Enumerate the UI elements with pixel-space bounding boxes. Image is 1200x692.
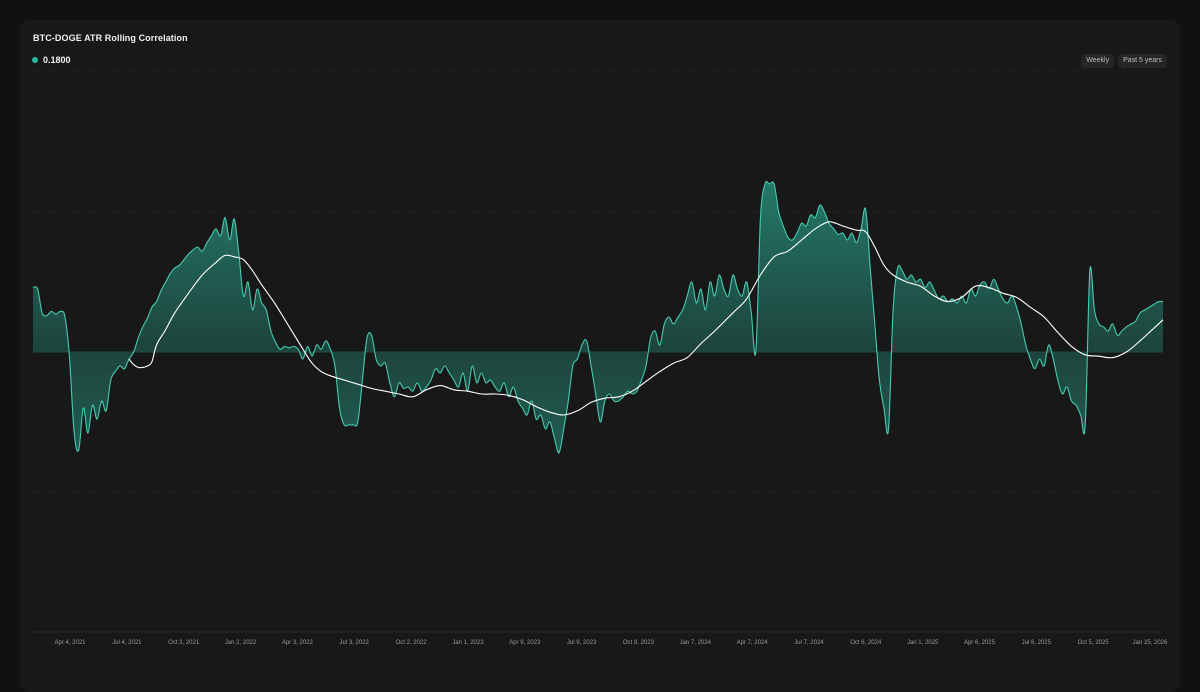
- x-tick-label: Jan 1, 2025: [907, 640, 939, 646]
- x-tick-label: Oct 6, 2024: [850, 640, 882, 646]
- x-axis: Apr 4, 2021 Jul 4, 2021 Oct 3, 2021 Jan 2, …: [54, 640, 1168, 646]
- x-tick-label: Apr 6, 2025: [964, 640, 996, 646]
- x-tick-label: Jan 1, 2023: [452, 640, 484, 646]
- moving-average-line: [128, 221, 1164, 416]
- x-tick-label: Apr 4, 2021: [54, 640, 86, 646]
- legend-dot-icon: [32, 57, 38, 63]
- frequency-button[interactable]: Weekly: [1081, 54, 1115, 68]
- x-tick-label: Apr 7, 2024: [737, 640, 769, 646]
- x-tick-label: Oct 8, 2023: [623, 640, 655, 646]
- chart-title: BTC-DOGE ATR Rolling Correlation: [33, 33, 188, 43]
- legend: 0.1800: [32, 55, 71, 65]
- x-tick-label: Jan 7, 2024: [680, 640, 712, 646]
- x-tick-label: Apr 9, 2023: [509, 640, 541, 646]
- x-tick-label: Oct 3, 2021: [168, 640, 200, 646]
- x-tick-label: Oct 5, 2025: [1078, 640, 1110, 646]
- x-tick-label: Oct 2, 2022: [396, 640, 428, 646]
- x-tick-label: Jul 3, 2022: [340, 640, 370, 646]
- x-tick-label: Jul 7, 2024: [794, 640, 824, 646]
- series-line: [32, 180, 1164, 454]
- x-tick-label: Jan 2, 2022: [225, 640, 257, 646]
- x-tick-label: Apr 3, 2022: [282, 640, 314, 646]
- legend-value: 0.1800: [43, 55, 71, 65]
- x-tick-label: Jan 25, 2026: [1133, 640, 1168, 646]
- ma-layer: [128, 221, 1164, 416]
- x-tick-label: Jul 4, 2021: [112, 640, 142, 646]
- chart-controls: Weekly Past 5 years: [1081, 54, 1167, 68]
- x-tick-label: Jul 9, 2023: [567, 640, 597, 646]
- x-tick-label: Jul 6, 2025: [1022, 640, 1052, 646]
- grid: [33, 69, 1163, 633]
- range-button[interactable]: Past 5 years: [1118, 54, 1167, 68]
- line-layer: [32, 180, 1164, 454]
